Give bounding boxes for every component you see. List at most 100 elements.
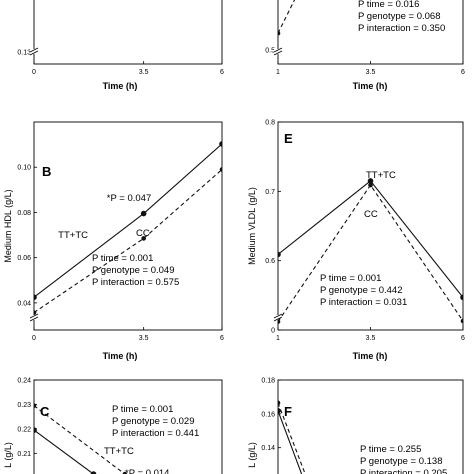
x-tick-label: 6	[220, 69, 224, 76]
chart-panel-f: 0.120.140.160.18L (g/L)FP time = 0.255P …	[247, 378, 464, 474]
y-tick-label: 0.13	[17, 50, 31, 57]
y-tick-label: 0.14	[261, 445, 275, 452]
series-line-cc	[34, 405, 126, 474]
x-tick-label: 6	[461, 335, 465, 342]
data-point	[34, 294, 37, 301]
x-tick-label: 0	[32, 335, 36, 342]
stat-line: P interaction = 0.575	[92, 277, 179, 288]
stat-line: P time = 0.016	[358, 0, 419, 10]
y-tick-label: 0.21	[17, 451, 31, 458]
stat-line: P time = 0.001	[112, 404, 173, 415]
x-axis-title: Time (h)	[353, 351, 388, 361]
series-line-cc	[278, 0, 296, 34]
data-point	[278, 251, 281, 258]
x-tick-label: 3.5	[139, 69, 149, 76]
series-label: CC	[364, 209, 378, 220]
series-line-cc	[278, 402, 306, 474]
series-line-tt-tc	[34, 429, 94, 474]
y-tick-label: 0.06	[17, 255, 31, 262]
data-point	[34, 427, 37, 433]
stat-line: P genotype = 0.442	[320, 285, 403, 296]
series-layer	[278, 0, 296, 36]
y-tick-label: 0	[271, 328, 275, 335]
data-point	[34, 403, 37, 408]
x-axis-title: Time (h)	[103, 81, 138, 91]
y-axis-title: L (g/L)	[247, 442, 257, 468]
data-point	[140, 210, 147, 217]
data-point	[278, 408, 281, 414]
y-axis-title: Medium HDL (g/L)	[3, 189, 13, 262]
y-tick-label: 0.5	[265, 48, 275, 55]
y-tick-label: 0.24	[17, 378, 31, 385]
axis-break-mark	[29, 313, 39, 319]
data-point	[90, 471, 97, 474]
stat-line: P genotype = 0.049	[92, 265, 175, 276]
panel-letter: C	[40, 404, 50, 419]
x-tick-label: 0	[32, 69, 36, 76]
chart-panel-c: 0.200.210.220.230.24L (g/L)CTT+TC*P = 0.…	[3, 378, 223, 474]
x-axis-title: Time (h)	[103, 351, 138, 361]
x-tick-label: 3.5	[366, 335, 376, 342]
x-tick-label: 3.5	[139, 335, 149, 342]
series-layer	[34, 141, 222, 315]
y-tick-label: 0.04	[17, 300, 31, 307]
data-point	[141, 236, 146, 241]
plot-frame	[277, 379, 464, 474]
plot-frame	[33, 121, 223, 331]
series-label: TT+TC	[104, 446, 134, 457]
y-tick-label: 0.08	[17, 210, 31, 217]
data-point	[34, 310, 37, 315]
data-point	[368, 182, 373, 188]
panel-letter: E	[284, 131, 293, 146]
stat-line: P time = 0.001	[92, 253, 153, 264]
series-layer	[278, 178, 463, 324]
y-tick-label: 0.22	[17, 426, 31, 433]
data-point	[278, 319, 281, 324]
axis-break-gap	[30, 315, 38, 320]
y-tick-label: 0.7	[265, 189, 275, 196]
y-tick-label: 0.16	[261, 411, 275, 418]
axis-break-gap	[30, 49, 38, 54]
data-point	[367, 178, 374, 184]
stat-line: P genotype = 0.068	[358, 11, 441, 22]
axis-break-mark	[273, 316, 283, 322]
stat-line: P interaction = 0.205	[360, 468, 447, 474]
x-tick-label: 6	[461, 69, 465, 76]
data-point	[460, 294, 463, 301]
axis-break-mark	[273, 313, 283, 319]
plot-frame	[33, 379, 223, 474]
data-point	[219, 141, 222, 147]
data-point	[278, 30, 281, 36]
series-label: TT+TC	[366, 170, 396, 181]
y-tick-label: 0.18	[261, 378, 275, 385]
x-tick-label: 1	[276, 69, 280, 76]
y-tick-label: 0.8	[265, 120, 275, 127]
series-layer	[34, 403, 128, 474]
axis-break-gap	[274, 315, 282, 320]
axis-break-mark	[29, 47, 39, 53]
data-point	[219, 167, 222, 172]
stat-line: P genotype = 0.029	[112, 416, 195, 427]
x-tick-label: 6	[220, 335, 224, 342]
axis-break-mark	[29, 50, 39, 56]
chart-panel-b: 0 3.5 6 0.04 0.06 0.08 0.10 Time (h) Medium HDL …	[3, 121, 224, 361]
series-label: TT+TC	[58, 230, 88, 241]
y-tick-label: 0.10	[17, 165, 31, 172]
stat-line: P time = 0.255	[360, 444, 421, 455]
panel-letter: B	[42, 164, 51, 179]
axis-break-mark	[273, 47, 283, 53]
data-point	[122, 471, 128, 474]
axis-break-mark	[273, 50, 283, 56]
plot-frame	[33, 0, 223, 65]
y-axis-title: Medium VLDL (g/L)	[247, 187, 257, 265]
significance-annotation: *P = 0.014	[125, 468, 169, 474]
y-axis-title: L (g/L)	[3, 442, 13, 468]
panel-letter: F	[284, 404, 292, 419]
x-axis-title: Time (h)	[353, 81, 388, 91]
series-line-cc	[34, 169, 222, 314]
chart-panel-e: 1 3.5 6 0 0.6 0.7 0.8 Time (h) Medium VLDL (g/L)…	[247, 120, 465, 362]
data-point	[278, 400, 281, 406]
axis-break-mark	[29, 316, 39, 322]
stat-line: P interaction = 0.031	[320, 297, 407, 308]
